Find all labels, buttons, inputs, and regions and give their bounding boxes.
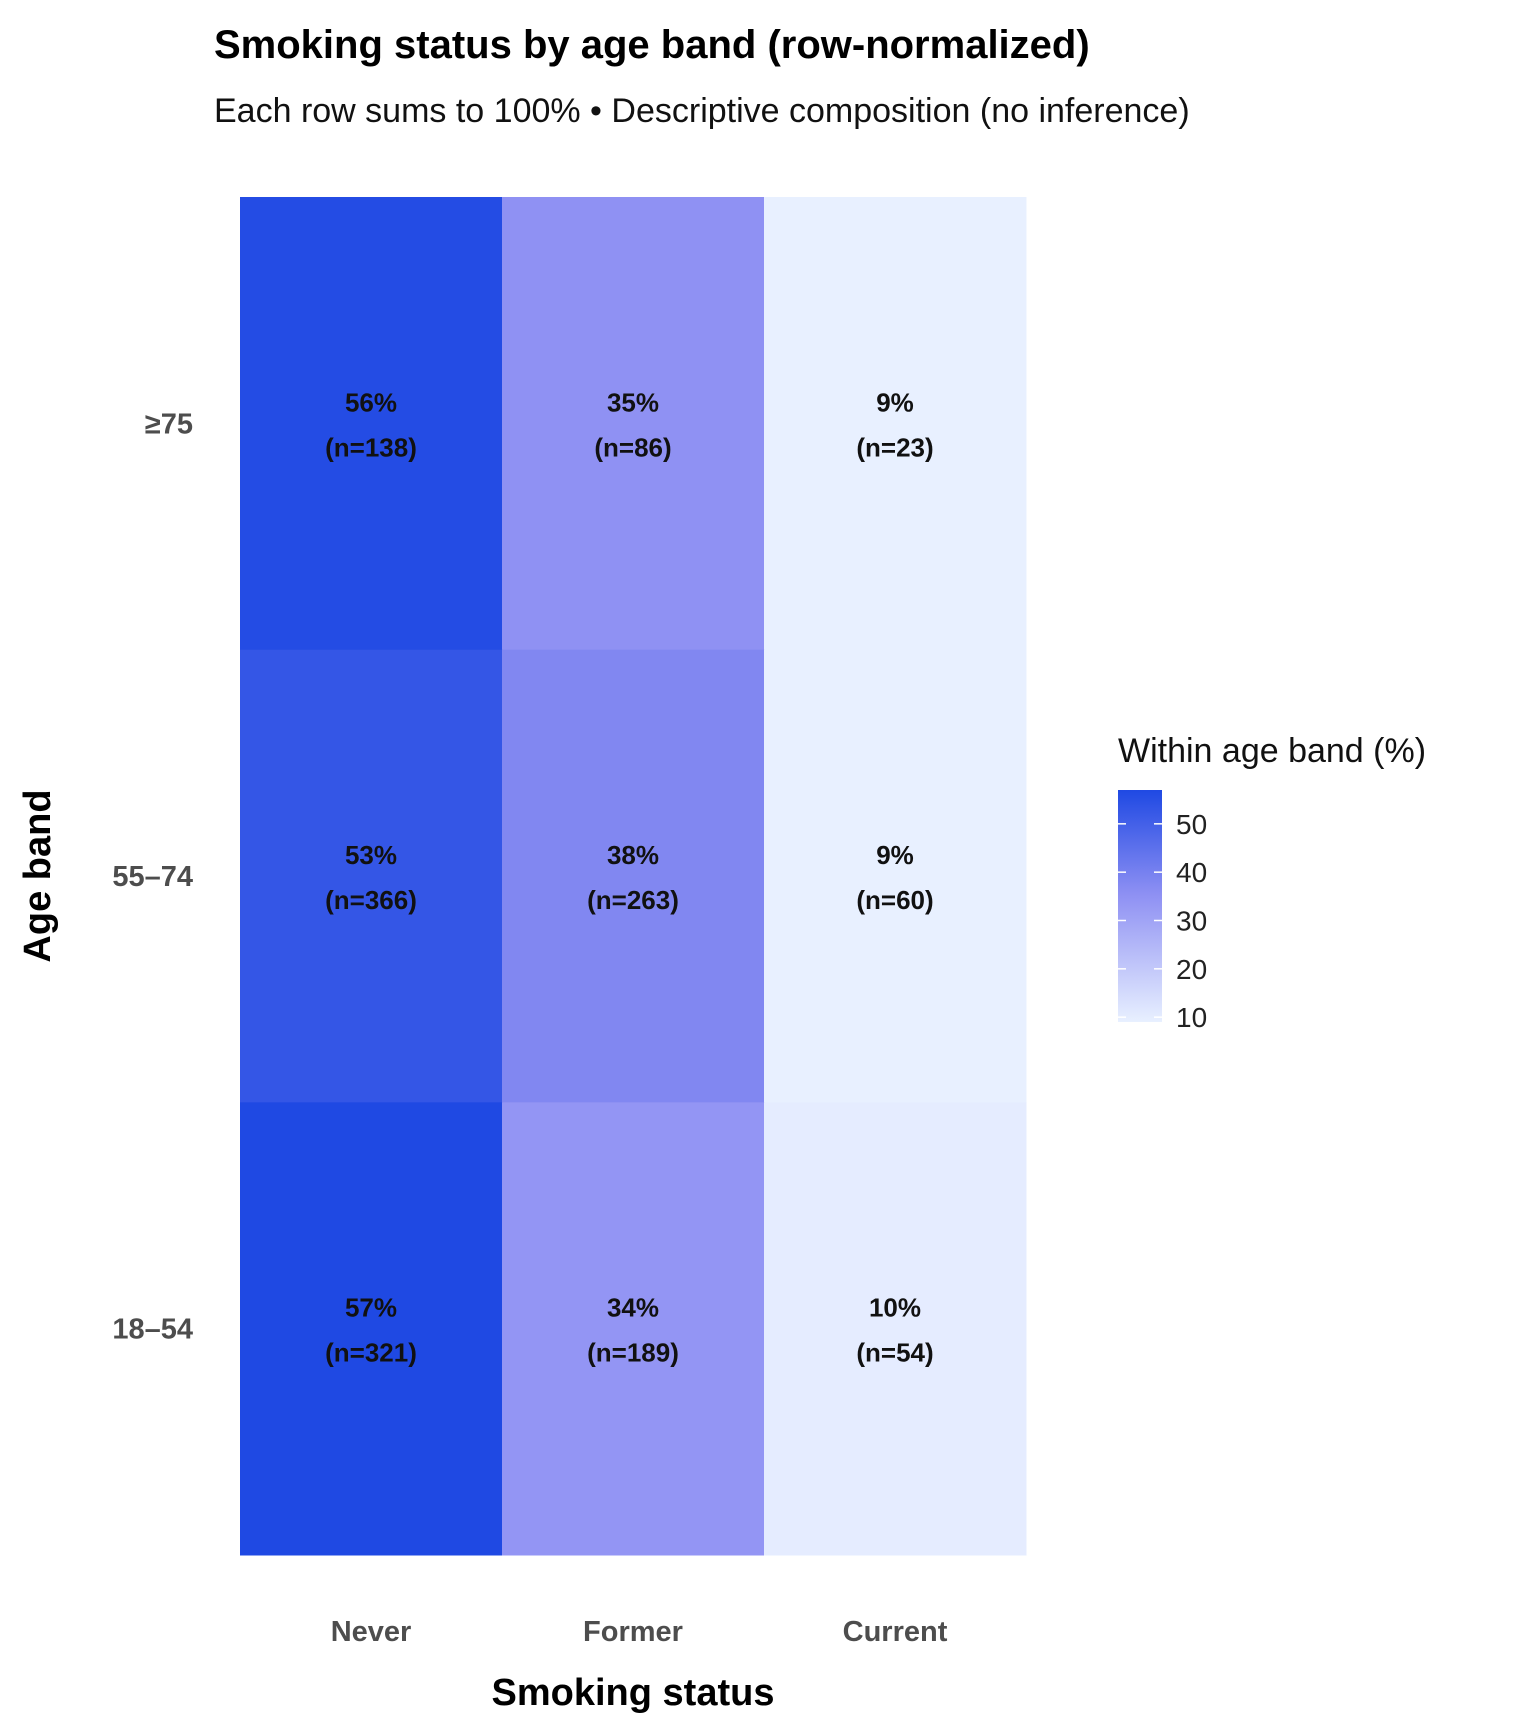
x-axis-title: Smoking status	[492, 1672, 775, 1714]
cell-percent-label: 10%	[869, 1293, 921, 1323]
cell-percent-label: 57%	[345, 1293, 397, 1323]
cell-percent-label: 9%	[876, 840, 914, 870]
color-legend: Within age band (%) 10 20 30 40 50	[1118, 732, 1426, 1033]
chart-subtitle: Each row sums to 100% • Descriptive comp…	[214, 92, 1190, 130]
x-axis-tick-labels: Never Former Current	[331, 1616, 948, 1648]
y-tick-label: ≥75	[145, 408, 193, 440]
cell-count-label: (n=60)	[856, 885, 933, 915]
x-tick-label: Former	[583, 1616, 683, 1648]
cell-percent-label: 35%	[607, 387, 659, 417]
heatmap-cell	[764, 649, 1027, 1103]
cell-percent-label: 56%	[345, 387, 397, 417]
heatmap-cell	[240, 197, 503, 651]
cell-count-label: (n=86)	[594, 432, 671, 462]
cell-count-label: (n=366)	[325, 885, 417, 915]
cell-count-label: (n=54)	[856, 1338, 933, 1368]
legend-tick-label: 40	[1176, 857, 1207, 888]
heatmap-cell	[764, 197, 1027, 651]
heatmap-cell-labels: 56% (n=138) 35% (n=86) 9% (n=23) 53% (n=366) 38%…	[325, 387, 934, 1367]
cell-percent-label: 53%	[345, 840, 397, 870]
heatmap-cell	[240, 1102, 503, 1556]
legend-colorbar	[1118, 790, 1162, 1022]
y-tick-label: 55–74	[112, 861, 193, 893]
legend-tick-label: 20	[1176, 954, 1207, 985]
legend-tick-label: 50	[1176, 809, 1207, 840]
heatmap-cell	[502, 197, 765, 651]
cell-count-label: (n=23)	[856, 432, 933, 462]
x-tick-label: Current	[843, 1616, 948, 1648]
cell-count-label: (n=138)	[325, 432, 417, 462]
chart-title: Smoking status by age band (row-normaliz…	[214, 23, 1090, 67]
legend-title: Within age band (%)	[1118, 732, 1426, 770]
legend-tick-label: 30	[1176, 906, 1207, 937]
legend-tick-label: 10	[1176, 1002, 1207, 1033]
y-axis-title: Age band	[17, 789, 59, 962]
heatmap-cell	[764, 1102, 1027, 1556]
cell-percent-label: 34%	[607, 1293, 659, 1323]
cell-count-label: (n=321)	[325, 1338, 417, 1368]
cell-count-label: (n=263)	[587, 885, 679, 915]
heatmap-cell	[502, 649, 765, 1103]
cell-percent-label: 38%	[607, 840, 659, 870]
cell-count-label: (n=189)	[587, 1338, 679, 1368]
cell-percent-label: 9%	[876, 387, 914, 417]
y-axis-tick-labels: ≥75 55–74 18–54	[112, 408, 193, 1345]
heatmap-cell	[240, 649, 503, 1103]
heatmap-cells	[240, 197, 1027, 1556]
x-tick-label: Never	[331, 1616, 412, 1648]
heatmap-cell	[502, 1102, 765, 1556]
y-tick-label: 18–54	[112, 1314, 193, 1346]
